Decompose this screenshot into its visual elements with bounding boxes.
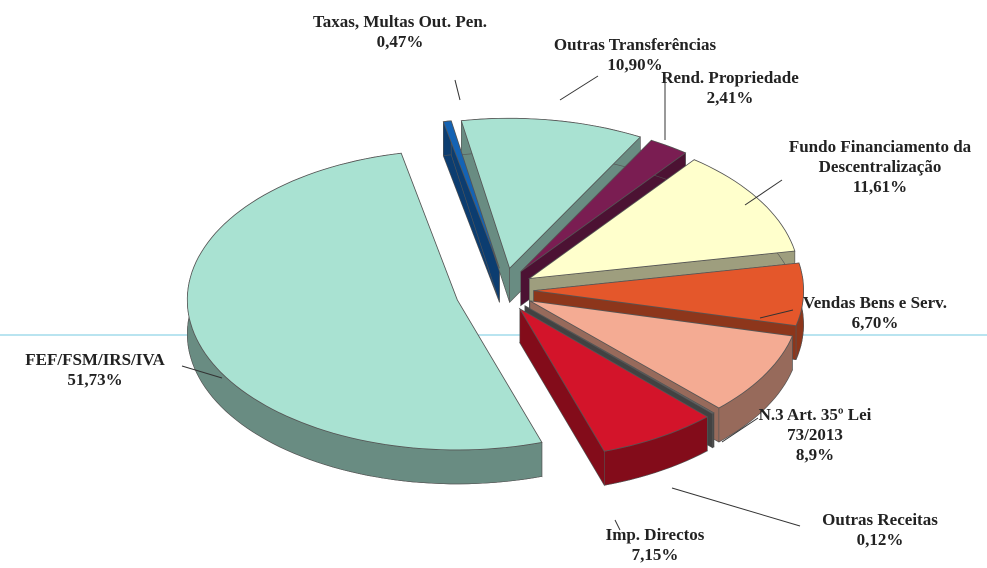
slice-value: 51,73%: [67, 370, 123, 389]
slice-value: 10,90%: [607, 55, 663, 74]
slice-name: Vendas Bens e Serv.: [803, 293, 947, 312]
slice-value: 0,47%: [376, 32, 424, 51]
slice-label: N.3 Art. 35º Lei 73/2013 8,9%: [740, 405, 890, 465]
slice: [442, 120, 500, 269]
slice-tops: [186, 117, 805, 452]
slice-value: 2,41%: [706, 88, 754, 107]
slice-value: 6,70%: [851, 313, 899, 332]
slice-label: Taxas, Multas Out. Pen. 0,47%: [305, 12, 495, 52]
slice-name: Rend. Propriedade: [661, 68, 799, 87]
slice: [524, 305, 715, 415]
slice: [527, 159, 796, 280]
slice-name: N.3 Art. 35º Lei 73/2013: [758, 405, 872, 444]
slice-label: FEF/FSM/IRS/IVA 51,73%: [0, 350, 195, 390]
slice-label: Fundo Financiamento da Descentralização 1…: [780, 137, 980, 197]
leader-line: [759, 309, 794, 319]
slice-name: Fundo Financiamento da Descentralização: [788, 137, 972, 176]
slice-label: Outras Receitas 0,12%: [790, 510, 970, 550]
slice-label: Vendas Bens e Serv. 6,70%: [775, 293, 975, 333]
slice: [520, 139, 687, 272]
slice: [533, 262, 805, 327]
leader-line: [559, 75, 599, 101]
slice-label: Imp. Directos 7,15%: [575, 525, 735, 565]
leader-line: [744, 179, 783, 206]
slice: [186, 152, 543, 451]
leader-line: [671, 487, 801, 527]
slice: [518, 307, 709, 452]
slice-value: 8,9%: [795, 445, 835, 464]
slice-name: Imp. Directos: [605, 525, 705, 544]
leader-line: [614, 519, 621, 531]
slice-name: FEF/FSM/IRS/IVA: [25, 350, 165, 369]
slice-value: 11,61%: [852, 177, 908, 196]
slice-value: 7,15%: [631, 545, 679, 564]
slice-label: Rend. Propriedade 2,41%: [630, 68, 830, 108]
leader-line: [721, 417, 759, 443]
slice-side: [712, 412, 715, 449]
slice: [529, 300, 793, 409]
leader-line: [181, 365, 223, 379]
leader-line: [454, 79, 461, 101]
slice: [460, 117, 642, 270]
slice-name: Outras Receitas: [822, 510, 938, 529]
slice-value: 0,12%: [856, 530, 904, 549]
slice-label: Outras Transferências 10,90%: [520, 35, 750, 75]
slice-name: Taxas, Multas Out. Pen.: [312, 12, 488, 31]
slice-name: Outras Transferências: [553, 35, 717, 54]
